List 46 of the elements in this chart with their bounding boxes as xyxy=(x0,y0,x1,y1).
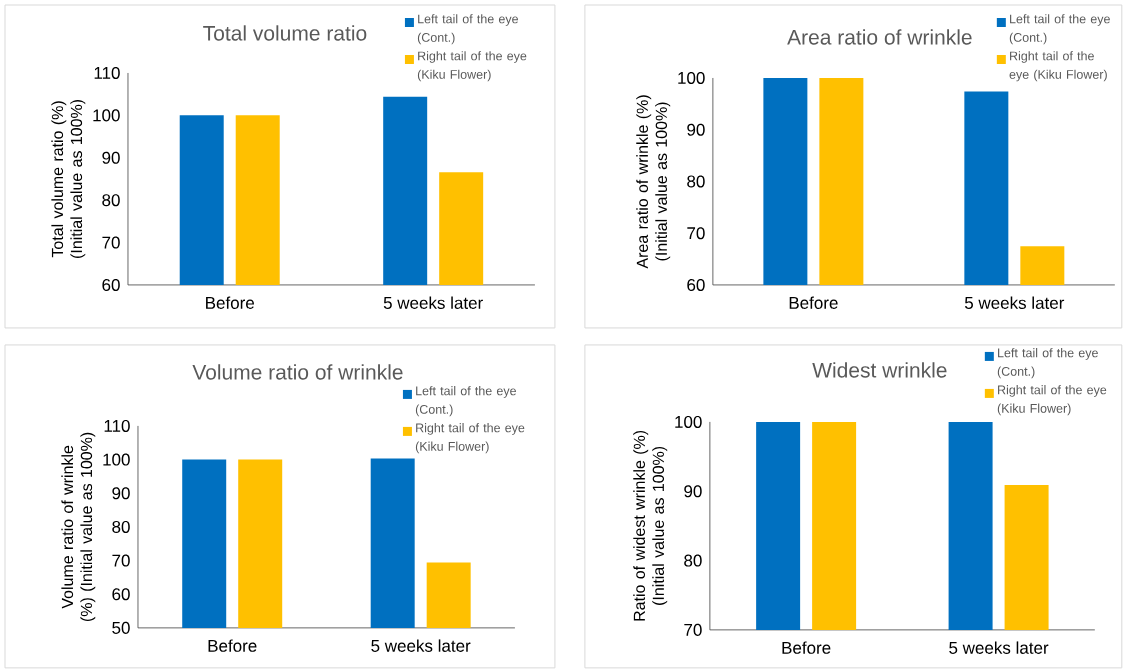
legend-label: Right tail of the eye (Kiku Flower) xyxy=(417,51,527,82)
y-axis-title: Volume ratio of wrinkle (%) (Initial value as 100%) xyxy=(61,432,96,622)
x-tick-label: Before xyxy=(782,641,831,654)
y-axis-title: Area ratio of wrinkle (%) (Initial value as 100%) xyxy=(636,95,671,269)
legend-label: Left tail of the eye (Cont.) xyxy=(997,348,1098,379)
legend-label: Right tail of the eye (Kiku Flower) xyxy=(415,423,525,454)
legend-label: Right tail of the eye (Kiku Flower) xyxy=(997,385,1107,416)
x-tick-label: Before xyxy=(206,296,254,309)
y-tick-label: 60 xyxy=(687,278,705,292)
y-tick-label: 100 xyxy=(678,72,705,85)
y-tick-label: 90 xyxy=(687,123,705,136)
y-tick-label: 100 xyxy=(103,453,130,466)
y-tick-label: 100 xyxy=(675,415,702,428)
y-tick-label: 60 xyxy=(102,278,120,292)
y-tick-label: 70 xyxy=(112,554,130,567)
legend-label: Left tail of the eye (Cont.) xyxy=(415,386,516,417)
legend-label: Right tail of the eye (Kiku Flower) xyxy=(1009,51,1107,82)
x-tick-label: 5 weeks later xyxy=(371,639,471,652)
y-tick-label: 80 xyxy=(112,520,130,533)
y-tick-label: 90 xyxy=(684,485,702,498)
y-tick-label: 80 xyxy=(102,194,120,207)
legend-label: Left tail of the eye (Cont.) xyxy=(1009,14,1110,45)
y-tick-label: 90 xyxy=(112,487,130,500)
y-tick-label: 50 xyxy=(112,621,130,634)
y-tick-label: 90 xyxy=(102,151,120,164)
y-tick-label: 100 xyxy=(93,109,120,122)
chart-title: Widest wrinkle xyxy=(812,362,947,378)
y-tick-label: 60 xyxy=(112,588,130,601)
y-axis-title: Ratio of widest wrinkle (%) (Initial value as 100%) xyxy=(633,430,668,621)
legend-label: Left tail of the eye (Cont.) xyxy=(417,14,518,45)
x-tick-label: Before xyxy=(789,296,838,309)
chart-title: Area ratio of wrinkle xyxy=(787,29,972,45)
y-tick-label: 70 xyxy=(102,236,120,249)
x-tick-label: 5 weeks later xyxy=(949,641,1049,654)
chart-title: Volume ratio of wrinkle xyxy=(192,364,403,380)
y-tick-label: 80 xyxy=(687,175,705,188)
y-axis-title: Total volume ratio (%) (Initial value as 100%) xyxy=(51,100,86,259)
x-tick-label: 5 weeks later xyxy=(383,296,483,310)
x-tick-label: 5 weeks later xyxy=(964,296,1065,310)
y-tick-label: 70 xyxy=(684,623,702,636)
y-tick-label: 80 xyxy=(684,554,702,567)
chart-title: Total volume ratio xyxy=(203,25,367,41)
y-tick-label: 70 xyxy=(687,227,705,240)
x-tick-label: Before xyxy=(208,639,257,652)
y-tick-label: 110 xyxy=(94,67,120,80)
y-tick-label: 110 xyxy=(104,419,130,432)
